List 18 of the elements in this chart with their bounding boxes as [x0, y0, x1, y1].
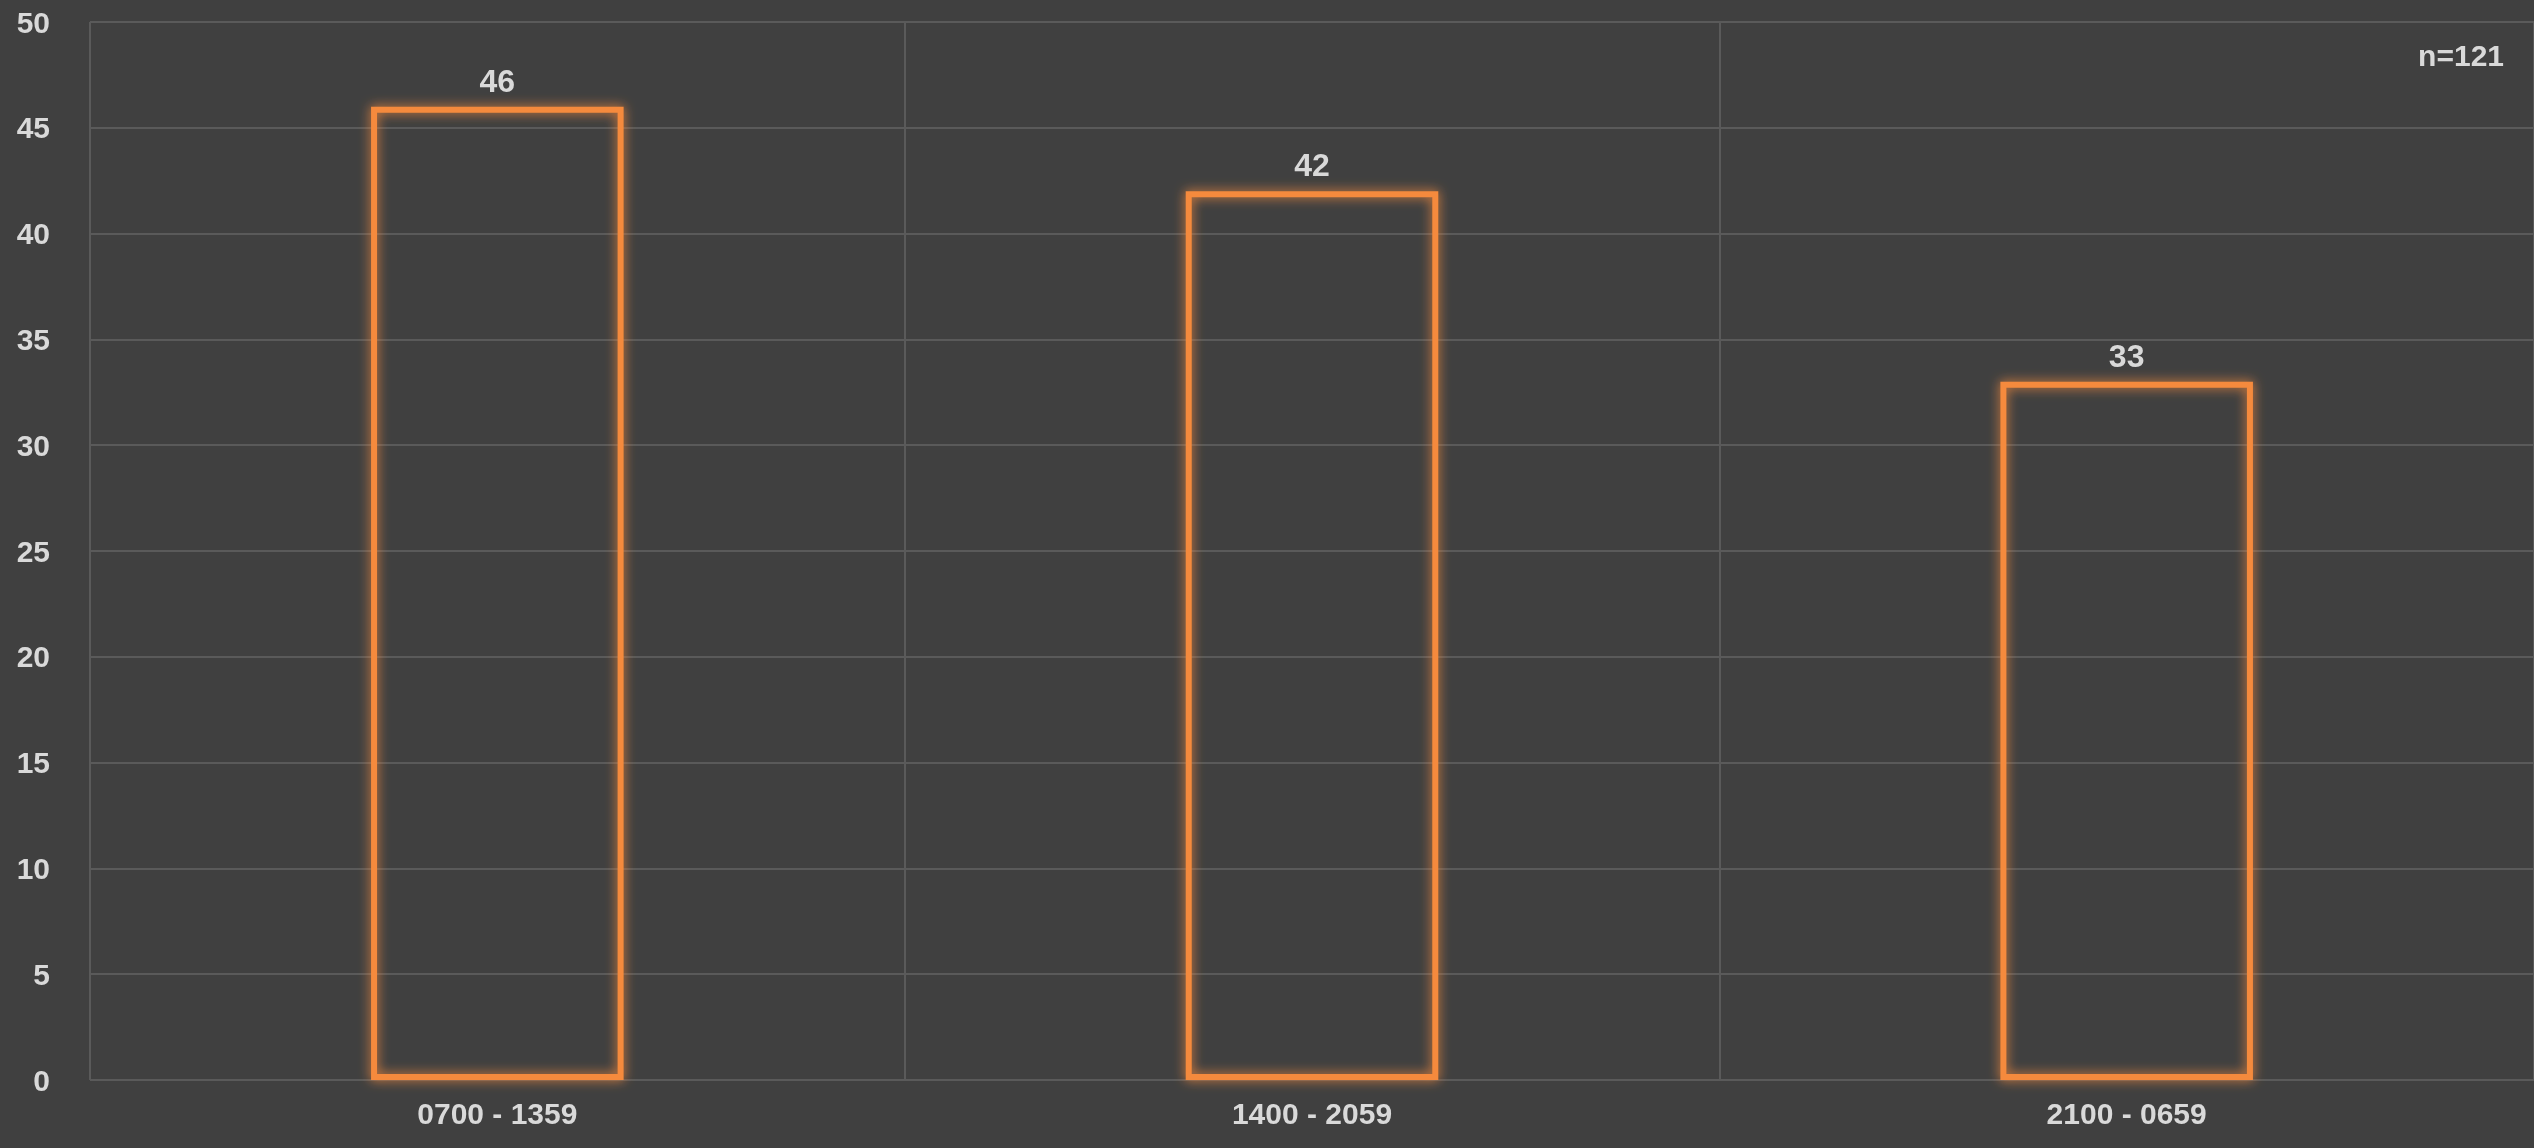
y-tick-label: 40	[16, 217, 50, 251]
y-tick-label: 10	[16, 851, 50, 885]
y-tick-label: 5	[33, 957, 50, 991]
y-tick-label: 35	[16, 322, 50, 356]
y-tick-label: 15	[16, 746, 50, 780]
x-tick-label: 1400 - 2059	[1231, 1096, 1393, 1130]
y-tick-label: 50	[16, 5, 50, 39]
data-label: 33	[2108, 337, 2145, 374]
annotation: n=121	[2418, 38, 2505, 72]
y-tick-label: 45	[16, 111, 50, 145]
x-tick-label: 0700 - 1359	[417, 1096, 578, 1130]
y-tick-label: 20	[16, 640, 50, 674]
y-tick-label: 0	[33, 1063, 50, 1097]
data-label: 42	[1294, 147, 1330, 184]
data-label: 46	[479, 62, 516, 99]
y-tick-label: 25	[16, 534, 50, 568]
y-tick-label: 30	[16, 428, 50, 462]
x-tick-label: 2100 - 0659	[2046, 1096, 2207, 1130]
